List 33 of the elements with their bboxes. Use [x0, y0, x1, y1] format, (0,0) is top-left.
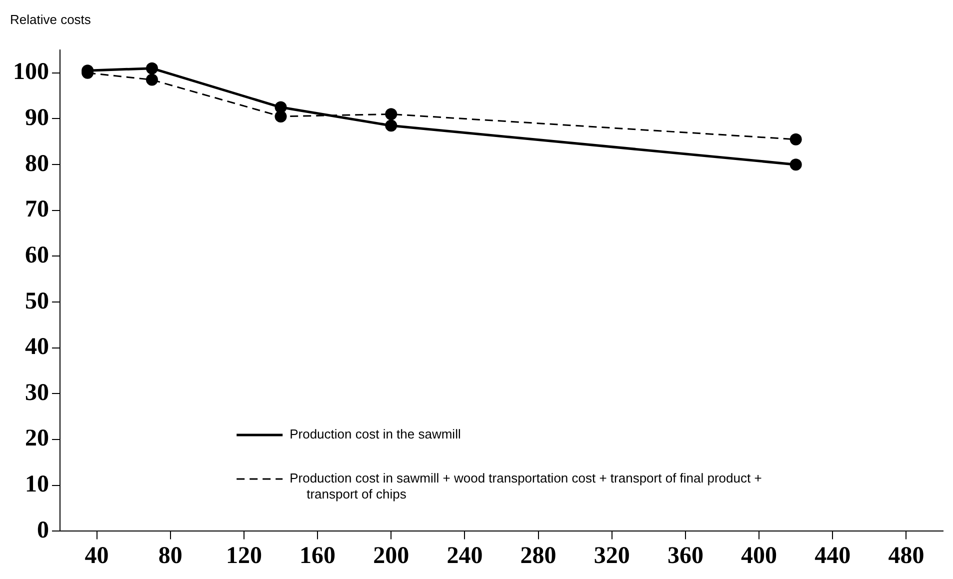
x-tick-label: 120 — [226, 542, 262, 569]
x-tick-label: 440 — [814, 542, 851, 569]
y-tick-label: 80 — [25, 150, 49, 177]
y-tick-label: 0 — [37, 517, 49, 544]
point — [146, 62, 158, 74]
x-tick-label: 400 — [741, 542, 778, 569]
point — [274, 101, 287, 114]
legend-label: Production cost in sawmill + wood transportation cost + transport of final product + transport of chips — [290, 470, 762, 502]
y-tick-label: 10 — [25, 472, 49, 498]
y-tick-label: 70 — [25, 196, 49, 223]
x-tick-label: 280 — [520, 542, 556, 569]
point — [385, 108, 398, 120]
x-tick-label: 320 — [594, 542, 630, 569]
y-tick-label: 90 — [25, 104, 49, 131]
point — [790, 158, 802, 171]
x-tick-label: 160 — [300, 542, 336, 569]
y-tick-label: 60 — [25, 242, 49, 268]
point — [385, 120, 398, 132]
point — [790, 133, 802, 146]
x-tick-label: 360 — [667, 542, 704, 569]
point — [146, 74, 158, 86]
y-tick-label: 100 — [13, 59, 49, 86]
y-tick-label: 50 — [25, 288, 49, 314]
x-tick-label: 200 — [373, 542, 410, 569]
legend-label: Production cost in the sawmill — [290, 426, 461, 442]
x-tick-label: 80 — [158, 542, 182, 569]
y-tick-label: 30 — [25, 380, 49, 406]
x-tick-label: 240 — [446, 542, 483, 569]
y-tick-label: 40 — [25, 334, 49, 360]
x-tick-label: 480 — [888, 542, 924, 569]
y-axis-title: Relative costs — [10, 12, 92, 28]
x-tick-label: 40 — [84, 542, 109, 569]
y-tick-label: 20 — [25, 426, 49, 452]
